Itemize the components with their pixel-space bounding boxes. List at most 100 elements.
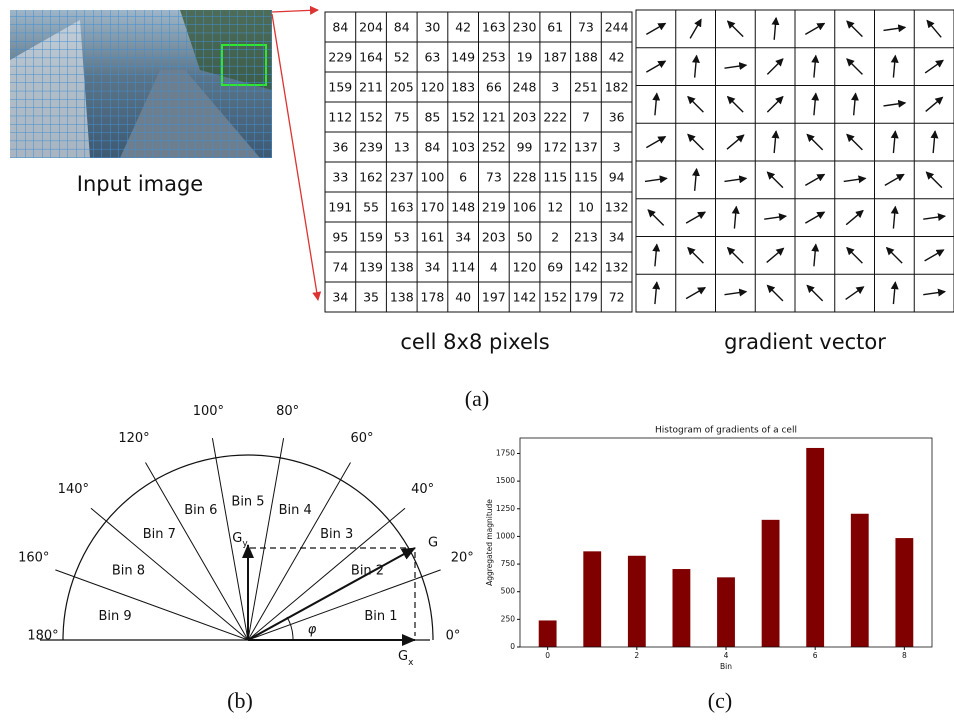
table-cell: 84 [332,20,348,35]
gradient-arrow [926,172,942,188]
gradient-arrow [814,93,816,115]
table-cell: 100 [421,170,445,185]
gradient-arrow [645,178,667,181]
x-tick-label: 8 [902,651,907,660]
input-image [10,10,272,158]
y-tick-label: 0 [510,642,515,651]
gradient-arrow [925,250,944,261]
gradient-arrow [847,134,863,150]
table-cell: 197 [482,290,506,305]
table-cell: 203 [513,110,537,125]
gradient-arrow [847,248,863,264]
table-cell: 42 [609,50,625,65]
gradient-arrow [695,169,697,191]
y-tick-label: 500 [501,587,516,596]
gradient-arrow [688,97,704,113]
gradient-arrow [887,248,903,264]
table-cell: 10 [578,200,594,215]
bar [717,577,735,647]
table-cell: 248 [513,80,537,95]
gradient-arrow [933,131,935,153]
gradient-arrow [646,61,665,72]
table-cell: 4 [490,260,498,275]
table-cell: 203 [482,230,506,245]
bar [762,520,780,647]
gradient-arrow [774,131,776,153]
gradient-arrow [814,244,816,266]
gradient-arrow [883,27,905,30]
angle-label: 140° [58,482,89,497]
table-cell: 219 [482,200,506,215]
gy-symbol: G [232,531,242,546]
figure: Input image cell 8x8 pixels gradient vec… [0,0,954,720]
bin-label: Bin 8 [112,564,145,579]
gradient-arrow [807,285,823,301]
table-cell: 74 [332,260,348,275]
table-cell: 159 [328,80,352,95]
diagram: φ G Gy Gx [40,455,438,668]
table-cell: 229 [328,50,352,65]
gradient-arrow [774,18,776,40]
y-tick-label: 1250 [496,504,515,513]
table-cell: 50 [517,230,533,245]
gradient-arrow [923,216,945,219]
gradient-arrow [764,216,786,219]
table-cell: 75 [394,110,410,125]
y-axis-label: Aggregated magnitude [485,499,494,586]
gradient-arrow [655,244,657,266]
table-cell: 204 [359,20,383,35]
table-cell: 183 [451,80,475,95]
bin-label: Bin 9 [98,609,131,624]
angle-label: 80° [276,404,299,419]
gradient-arrow [847,21,863,37]
gradient-arrow [767,285,783,301]
table-cell: 36 [332,140,348,155]
gradient-arrow [927,20,941,37]
table-cell: 138 [390,260,414,275]
table-cell: 120 [513,260,537,275]
table-cell: 163 [482,20,506,35]
table-cell: 73 [578,20,594,35]
angle-label: 40° [411,482,434,497]
table-cell: 112 [328,110,352,125]
table-cell: 253 [482,50,506,65]
gradient-arrow [724,178,746,181]
bin-label: Bin 3 [320,527,353,542]
table-cell: 3 [551,80,559,95]
table-cell: 106 [513,200,537,215]
bin-label: Bin 4 [279,503,312,518]
angle-label: 0° [446,629,461,644]
table-cell: 6 [459,170,467,185]
pointer-arrow [272,10,318,12]
table-cell: 228 [513,170,537,185]
gradient-arrow [728,21,744,37]
table-cell: 213 [574,230,598,245]
gradient-arrow [648,210,664,226]
table-cell: 114 [451,260,475,275]
table-cell: 178 [421,290,445,305]
table-cell: 152 [359,110,383,125]
angle-label: 160° [18,551,49,566]
table-cell: 138 [390,290,414,305]
table-cell: 161 [421,230,445,245]
gradient-arrow [690,19,701,38]
table-cell: 33 [332,170,348,185]
gradient-arrow [926,97,943,111]
bar [583,551,601,647]
table-cell: 34 [609,230,625,245]
gradient-arrow [844,178,866,181]
bin-label: Bin 5 [231,495,264,510]
gradient-arrow [893,207,895,229]
table-cell: 55 [363,200,379,215]
table-cell: 191 [328,200,352,215]
bar [672,569,690,647]
table-cell: 170 [421,200,445,215]
gradient-arrow [805,212,824,223]
angle-ray [248,570,441,640]
caption: (c) [708,688,732,713]
table-cell: 19 [517,50,533,65]
bin-label: Bin 6 [184,503,217,518]
gradient-arrow [686,212,705,223]
gradient-arrow [655,93,657,115]
gradient-arrow [728,97,744,113]
